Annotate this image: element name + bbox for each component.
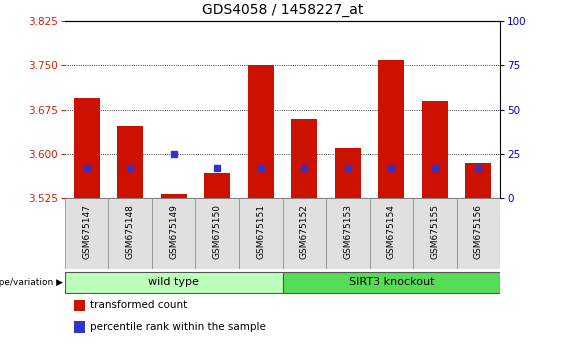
Bar xyxy=(73,321,85,333)
Bar xyxy=(282,198,326,269)
Bar xyxy=(204,173,231,198)
Text: GSM675150: GSM675150 xyxy=(213,204,221,259)
Bar xyxy=(457,198,500,269)
Bar xyxy=(73,300,85,311)
Bar xyxy=(326,198,370,269)
Bar xyxy=(73,98,100,198)
Text: GSM675149: GSM675149 xyxy=(170,204,178,259)
Bar xyxy=(370,198,413,269)
Bar xyxy=(378,59,405,198)
Text: genotype/variation ▶: genotype/variation ▶ xyxy=(0,278,63,287)
Text: SIRT3 knockout: SIRT3 knockout xyxy=(349,277,434,287)
Title: GDS4058 / 1458227_at: GDS4058 / 1458227_at xyxy=(202,4,363,17)
Bar xyxy=(247,65,274,198)
Bar xyxy=(413,198,457,269)
Text: GSM675154: GSM675154 xyxy=(387,204,396,259)
Bar xyxy=(291,119,318,198)
Bar xyxy=(282,272,500,293)
Bar xyxy=(239,198,282,269)
Bar xyxy=(65,272,282,293)
Text: GSM675152: GSM675152 xyxy=(300,204,308,259)
Bar xyxy=(160,194,187,198)
Text: GSM675151: GSM675151 xyxy=(257,204,265,259)
Bar xyxy=(421,101,448,198)
Text: GSM675156: GSM675156 xyxy=(474,204,483,259)
Text: wild type: wild type xyxy=(148,277,199,287)
Bar xyxy=(152,198,195,269)
Text: GSM675148: GSM675148 xyxy=(126,204,134,259)
Bar xyxy=(117,126,144,198)
Bar xyxy=(334,148,361,198)
Bar xyxy=(465,163,492,198)
Text: GSM675153: GSM675153 xyxy=(344,204,352,259)
Text: GSM675155: GSM675155 xyxy=(431,204,439,259)
Text: transformed count: transformed count xyxy=(90,300,188,310)
Bar xyxy=(195,198,239,269)
Bar xyxy=(108,198,152,269)
Text: percentile rank within the sample: percentile rank within the sample xyxy=(90,322,266,332)
Text: GSM675147: GSM675147 xyxy=(82,204,91,259)
Bar xyxy=(65,198,108,269)
